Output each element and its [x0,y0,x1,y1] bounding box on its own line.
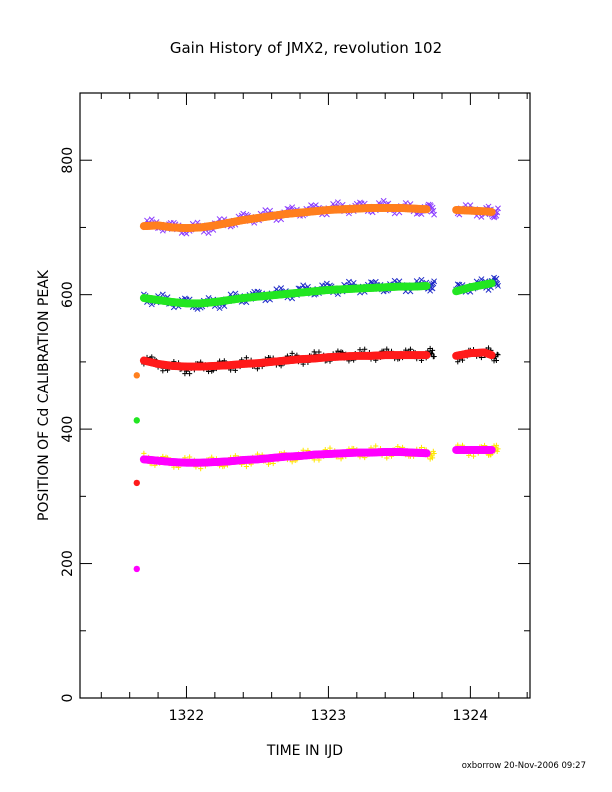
data-point [278,285,285,292]
data-point [308,202,315,209]
y-tick-label: 800 [60,147,76,174]
data-point [159,291,166,298]
fit-point [487,207,496,216]
data-point [454,281,461,288]
data-point [289,204,296,211]
data-series-layer [133,197,501,573]
y-axis-label: POSITION OF Cd CALIBRATION PEAK [36,269,52,521]
data-point [494,448,500,455]
data-point [384,455,390,461]
fit-point [487,351,496,360]
series-4 [133,203,496,379]
data-point [470,453,477,459]
data-point [148,216,155,223]
data-point [362,346,368,352]
data-point [372,278,379,285]
data-point [373,443,379,449]
fit-point [422,281,431,290]
data-point [493,442,500,448]
data-point [334,199,341,206]
data-point [431,278,438,285]
data-point [431,450,437,457]
data-point [427,456,433,462]
fit-point [422,449,431,458]
data-point [431,211,438,218]
data-point [455,359,461,365]
y-tick-label: 200 [60,550,76,577]
chart-title: Gain History of JMX2, revolution 102 [170,39,442,57]
data-point [357,347,363,353]
fit-point [133,417,140,424]
data-point [384,346,390,352]
plot-frame [79,92,531,699]
fit-point [422,205,431,214]
data-point [429,285,436,292]
data-point [216,305,223,312]
data-point [431,353,437,360]
data-point [160,368,166,374]
x-tick-label: 1323 [311,708,347,724]
data-point [327,445,333,451]
data-point [495,282,501,289]
axis-ticks [80,92,530,699]
fit-point [133,372,140,379]
y-tick-labels: 0 200 400 600 800 [60,147,76,703]
data-point [429,347,436,353]
data-point [316,349,322,355]
data-point [300,282,307,289]
data-point [187,454,193,460]
series-5 [133,279,496,424]
data-point [391,277,398,284]
data-point [350,279,357,286]
fit-point [487,445,496,454]
data-point [429,455,436,461]
fit-point [487,279,496,288]
fit-point [133,565,140,573]
data-point [493,275,500,282]
y-tick-label: 0 [60,694,76,703]
data-point [243,355,250,361]
x-tick-labels: 1322 1323 1324 [169,708,489,724]
data-point [198,466,204,472]
data-point [495,205,501,212]
data-point [243,463,250,470]
data-point [323,280,330,287]
data-point [495,352,501,358]
fit-point [133,479,140,487]
x-tick-label: 1324 [453,708,489,724]
data-point [407,346,414,352]
y-tick-label: 600 [60,281,76,308]
timestamp-footer: oxborrow 20-Nov-2006 09:27 [462,761,586,771]
x-tick-label: 1322 [169,708,205,724]
fit-point [422,351,431,360]
data-point [187,371,193,377]
data-point [205,230,212,236]
data-point [495,446,501,452]
y-tick-label: 400 [60,416,76,443]
data-point [141,450,147,456]
data-point [418,276,425,283]
data-point [345,278,352,285]
x-axis-label: TIME IN IJD [266,743,343,759]
series-6 [133,348,496,487]
series-7 [133,445,496,573]
data-point [493,357,500,364]
data-point [289,350,295,356]
